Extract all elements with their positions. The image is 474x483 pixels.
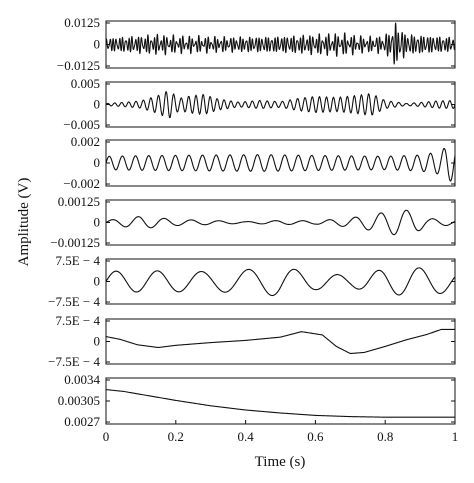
panel-1: 0.0125 0 −0.0125 <box>57 15 456 73</box>
y-tick-label: −0.0125 <box>57 58 100 73</box>
y-axis-label: Amplitude (V) <box>16 178 32 267</box>
y-tick-label: −0.00125 <box>50 235 100 250</box>
y-tick-label: 0.0125 <box>64 15 100 30</box>
x-tick-label: 0 <box>103 429 110 444</box>
series-line-4 <box>105 209 456 236</box>
y-tick-label: −0.005 <box>63 117 100 132</box>
panel-frame <box>105 258 456 305</box>
y-tick-label: 0.00305 <box>58 393 100 408</box>
y-tick-label: 7.5E − 4 <box>55 253 100 268</box>
panel-6: 7.5E − 4 0 −7.5E − 4 <box>48 313 456 369</box>
y-tick-label: 0 <box>94 155 101 170</box>
x-tick-label: 0.4 <box>237 429 254 444</box>
y-tick-label: 0 <box>94 215 101 230</box>
panel-3: 0.002 0 −0.002 <box>63 134 456 191</box>
series-line-7 <box>105 389 455 418</box>
x-tick-label: 1 <box>452 429 459 444</box>
y-tick-label: 0 <box>94 274 101 289</box>
y-tick-label: 0.005 <box>71 76 100 91</box>
series-line-3 <box>105 147 456 182</box>
y-tick-label: 0.00125 <box>58 194 100 209</box>
y-tick-label: 0.0027 <box>64 414 100 429</box>
panel-5: 7.5E − 4 0 −7.5E − 4 <box>48 253 456 309</box>
y-tick-label: 0.0034 <box>64 372 100 387</box>
x-tick-label: 0.2 <box>168 429 184 444</box>
x-axis: 0 0.2 0.4 0.6 0.8 1 <box>103 420 459 444</box>
x-axis-label: Time (s) <box>255 454 306 470</box>
series-line-1 <box>105 22 456 65</box>
y-tick-label: 0 <box>94 97 101 112</box>
y-tick-label: 0.002 <box>71 134 100 149</box>
series-line-6 <box>105 328 455 355</box>
y-tick-label: 0 <box>94 37 101 52</box>
series-line-2 <box>105 90 456 119</box>
series-line-5 <box>105 267 456 297</box>
panel-2: 0.005 0 −0.005 <box>63 76 456 132</box>
x-tick-label: 0.8 <box>377 429 393 444</box>
y-tick-label: −0.002 <box>63 176 100 191</box>
panel-7: 0.0034 0.00305 0.0027 <box>58 372 456 429</box>
y-tick-label: −7.5E − 4 <box>48 354 100 369</box>
x-tick-label: 0.6 <box>307 429 324 444</box>
y-tick-label: −7.5E − 4 <box>48 294 100 309</box>
y-tick-label: 0 <box>94 334 101 349</box>
panel-4: 0.00125 0 −0.00125 <box>50 194 456 250</box>
y-tick-label: 7.5E − 4 <box>55 313 100 328</box>
panels: 0.01250−0.01250.0050−0.0050.0020−0.0020.… <box>48 15 456 429</box>
